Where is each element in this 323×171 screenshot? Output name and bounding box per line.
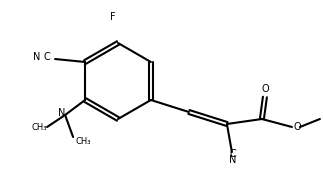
Text: N: N bbox=[33, 52, 41, 62]
Text: F: F bbox=[110, 12, 116, 22]
Text: C: C bbox=[44, 52, 50, 62]
Text: C: C bbox=[230, 149, 236, 159]
Text: CH₃: CH₃ bbox=[31, 122, 47, 131]
Text: CH₃: CH₃ bbox=[75, 137, 91, 147]
Text: O: O bbox=[293, 122, 301, 132]
Text: O: O bbox=[261, 84, 269, 94]
Text: N: N bbox=[229, 155, 236, 165]
Text: N: N bbox=[58, 108, 66, 118]
